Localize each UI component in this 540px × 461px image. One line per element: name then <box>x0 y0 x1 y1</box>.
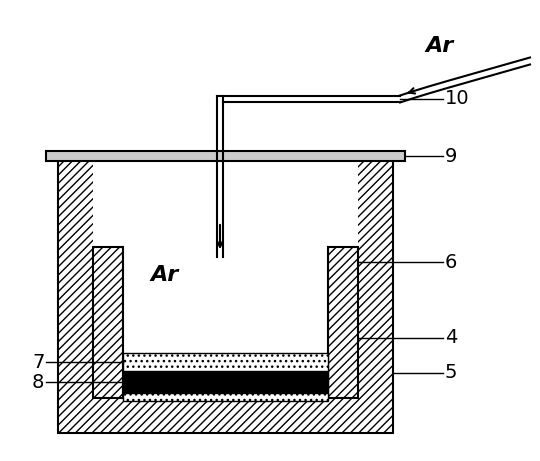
Text: Ar: Ar <box>426 36 454 56</box>
Bar <box>123 353 328 371</box>
Bar <box>58 153 393 433</box>
Bar <box>93 153 358 398</box>
Bar <box>123 247 328 398</box>
Text: 8: 8 <box>32 372 44 391</box>
Bar <box>46 151 405 161</box>
Text: 5: 5 <box>445 364 457 383</box>
Bar <box>123 371 328 393</box>
Bar <box>328 247 358 398</box>
Text: Ar: Ar <box>151 265 179 285</box>
Text: 9: 9 <box>445 147 457 165</box>
Bar <box>93 247 123 398</box>
Text: 10: 10 <box>445 89 470 108</box>
Text: 4: 4 <box>445 328 457 347</box>
Text: 7: 7 <box>32 353 44 372</box>
Bar <box>123 393 328 401</box>
Text: 6: 6 <box>445 253 457 272</box>
